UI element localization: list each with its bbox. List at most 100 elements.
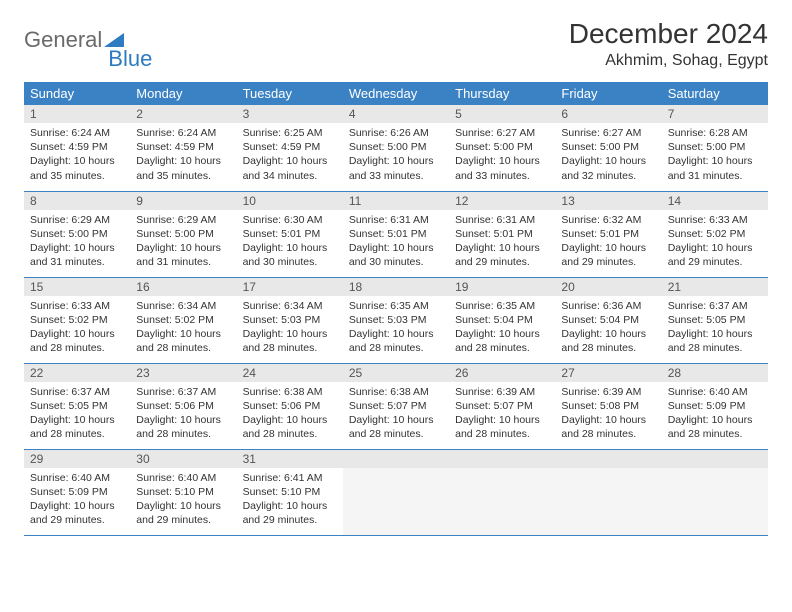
day-details: Sunrise: 6:31 AMSunset: 5:01 PMDaylight:…: [449, 210, 555, 274]
weekday-header: Saturday: [662, 82, 768, 105]
sunset-text: Sunset: 5:04 PM: [561, 313, 655, 327]
title-block: December 2024 Akhmim, Sohag, Egypt: [569, 18, 768, 70]
day-details: Sunrise: 6:27 AMSunset: 5:00 PMDaylight:…: [555, 123, 661, 187]
day-number: 17: [237, 278, 343, 296]
weekday-row: Sunday Monday Tuesday Wednesday Thursday…: [24, 82, 768, 105]
sunset-text: Sunset: 5:00 PM: [668, 140, 762, 154]
calendar-week-row: 29Sunrise: 6:40 AMSunset: 5:09 PMDayligh…: [24, 449, 768, 535]
day-number: 26: [449, 364, 555, 382]
sunset-text: Sunset: 5:00 PM: [349, 140, 443, 154]
calendar-day-cell: 17 Sunrise: 6:34 AMSunset: 5:03 PMDayligh…: [237, 277, 343, 363]
sunset-text: Sunset: 5:01 PM: [455, 227, 549, 241]
day-details: Sunrise: 6:30 AMSunset: 5:01 PMDaylight:…: [237, 210, 343, 274]
day-details: Sunrise: 6:33 AMSunset: 5:02 PMDaylight:…: [24, 296, 130, 360]
day-details: Sunrise: 6:27 AMSunset: 5:00 PMDaylight:…: [449, 123, 555, 187]
calendar-table: Sunday Monday Tuesday Wednesday Thursday…: [24, 82, 768, 536]
sunset-text: Sunset: 5:01 PM: [349, 227, 443, 241]
day-number: 31: [237, 450, 343, 468]
day-details: Sunrise: 6:38 AMSunset: 5:07 PMDaylight:…: [343, 382, 449, 446]
day-number: 27: [555, 364, 661, 382]
daylight-text: Daylight: 10 hours and 29 minutes.: [243, 499, 337, 527]
calendar-day-cell: 8Sunrise: 6:29 AMSunset: 5:00 PMDaylight…: [24, 191, 130, 277]
header: General Blue December 2024 Akhmim, Sohag…: [24, 18, 768, 70]
sunrise-text: Sunrise: 6:26 AM: [349, 126, 443, 140]
sunrise-text: Sunrise: 6:34 AM: [243, 299, 337, 313]
day-details: Sunrise: 6:29 AMSunset: 5:00 PMDaylight:…: [24, 210, 130, 274]
sunset-text: Sunset: 4:59 PM: [136, 140, 230, 154]
sunset-text: Sunset: 4:59 PM: [30, 140, 124, 154]
day-details: Sunrise: 6:38 AMSunset: 5:06 PMDaylight:…: [237, 382, 343, 446]
day-details: Sunrise: 6:24 AMSunset: 4:59 PMDaylight:…: [24, 123, 130, 187]
day-number: 14: [662, 192, 768, 210]
sunrise-text: Sunrise: 6:30 AM: [243, 213, 337, 227]
calendar-day-cell: 14Sunrise: 6:33 AMSunset: 5:02 PMDayligh…: [662, 191, 768, 277]
sunset-text: Sunset: 5:02 PM: [136, 313, 230, 327]
day-number: 9: [130, 192, 236, 210]
sunrise-text: Sunrise: 6:35 AM: [349, 299, 443, 313]
day-details: Sunrise: 6:40 AMSunset: 5:09 PMDaylight:…: [662, 382, 768, 446]
daylight-text: Daylight: 10 hours and 29 minutes.: [136, 499, 230, 527]
sunrise-text: Sunrise: 6:33 AM: [668, 213, 762, 227]
calendar-day-cell: 11Sunrise: 6:31 AMSunset: 5:01 PMDayligh…: [343, 191, 449, 277]
calendar-day-cell: 1Sunrise: 6:24 AMSunset: 4:59 PMDaylight…: [24, 105, 130, 191]
calendar-day-cell: 26Sunrise: 6:39 AMSunset: 5:07 PMDayligh…: [449, 363, 555, 449]
sunrise-text: Sunrise: 6:40 AM: [30, 471, 124, 485]
calendar-day-cell: 16Sunrise: 6:34 AMSunset: 5:02 PMDayligh…: [130, 277, 236, 363]
calendar-day-cell: 13Sunrise: 6:32 AMSunset: 5:01 PMDayligh…: [555, 191, 661, 277]
day-number: 5: [449, 105, 555, 123]
day-number: 20: [555, 278, 661, 296]
calendar-week-row: 8Sunrise: 6:29 AMSunset: 5:00 PMDaylight…: [24, 191, 768, 277]
daylight-text: Daylight: 10 hours and 28 minutes.: [561, 327, 655, 355]
day-details: Sunrise: 6:29 AMSunset: 5:00 PMDaylight:…: [130, 210, 236, 274]
logo: General Blue: [24, 18, 152, 62]
sunset-text: Sunset: 4:59 PM: [243, 140, 337, 154]
day-details: Sunrise: 6:33 AMSunset: 5:02 PMDaylight:…: [662, 210, 768, 274]
sunset-text: Sunset: 5:08 PM: [561, 399, 655, 413]
day-details: Sunrise: 6:35 AMSunset: 5:03 PMDaylight:…: [343, 296, 449, 360]
sunrise-text: Sunrise: 6:31 AM: [455, 213, 549, 227]
calendar-day-cell: 9Sunrise: 6:29 AMSunset: 5:00 PMDaylight…: [130, 191, 236, 277]
daylight-text: Daylight: 10 hours and 28 minutes.: [561, 413, 655, 441]
sunset-text: Sunset: 5:10 PM: [136, 485, 230, 499]
logo-text-1: General: [24, 27, 102, 53]
day-number: 22: [24, 364, 130, 382]
day-details: Sunrise: 6:40 AMSunset: 5:10 PMDaylight:…: [130, 468, 236, 532]
sunrise-text: Sunrise: 6:34 AM: [136, 299, 230, 313]
sunrise-text: Sunrise: 6:41 AM: [243, 471, 337, 485]
day-details: Sunrise: 6:39 AMSunset: 5:07 PMDaylight:…: [449, 382, 555, 446]
daylight-text: Daylight: 10 hours and 31 minutes.: [136, 241, 230, 269]
calendar-day-cell: 19Sunrise: 6:35 AMSunset: 5:04 PMDayligh…: [449, 277, 555, 363]
weekday-header: Tuesday: [237, 82, 343, 105]
calendar-day-cell: 25Sunrise: 6:38 AMSunset: 5:07 PMDayligh…: [343, 363, 449, 449]
day-number: 29: [24, 450, 130, 468]
month-title: December 2024: [569, 18, 768, 50]
daylight-text: Daylight: 10 hours and 31 minutes.: [668, 154, 762, 182]
day-details: Sunrise: 6:26 AMSunset: 5:00 PMDaylight:…: [343, 123, 449, 187]
daylight-text: Daylight: 10 hours and 33 minutes.: [349, 154, 443, 182]
sunset-text: Sunset: 5:09 PM: [30, 485, 124, 499]
calendar-week-row: 22Sunrise: 6:37 AMSunset: 5:05 PMDayligh…: [24, 363, 768, 449]
calendar-day-cell: 7Sunrise: 6:28 AMSunset: 5:00 PMDaylight…: [662, 105, 768, 191]
day-details: Sunrise: 6:31 AMSunset: 5:01 PMDaylight:…: [343, 210, 449, 274]
calendar-day-cell: 4Sunrise: 6:26 AMSunset: 5:00 PMDaylight…: [343, 105, 449, 191]
day-details: Sunrise: 6:32 AMSunset: 5:01 PMDaylight:…: [555, 210, 661, 274]
sunset-text: Sunset: 5:00 PM: [455, 140, 549, 154]
daylight-text: Daylight: 10 hours and 28 minutes.: [455, 413, 549, 441]
day-details: Sunrise: 6:35 AMSunset: 5:04 PMDaylight:…: [449, 296, 555, 360]
calendar-day-cell: 18Sunrise: 6:35 AMSunset: 5:03 PMDayligh…: [343, 277, 449, 363]
calendar-day-cell: 30Sunrise: 6:40 AMSunset: 5:10 PMDayligh…: [130, 449, 236, 535]
location: Akhmim, Sohag, Egypt: [569, 52, 768, 70]
sunrise-text: Sunrise: 6:40 AM: [136, 471, 230, 485]
sunrise-text: Sunrise: 6:24 AM: [30, 126, 124, 140]
sunset-text: Sunset: 5:01 PM: [243, 227, 337, 241]
daylight-text: Daylight: 10 hours and 28 minutes.: [243, 327, 337, 355]
sunrise-text: Sunrise: 6:31 AM: [349, 213, 443, 227]
sunset-text: Sunset: 5:03 PM: [349, 313, 443, 327]
daylight-text: Daylight: 10 hours and 28 minutes.: [136, 327, 230, 355]
sunrise-text: Sunrise: 6:29 AM: [30, 213, 124, 227]
daylight-text: Daylight: 10 hours and 28 minutes.: [349, 413, 443, 441]
daylight-text: Daylight: 10 hours and 29 minutes.: [561, 241, 655, 269]
sunset-text: Sunset: 5:03 PM: [243, 313, 337, 327]
daylight-text: Daylight: 10 hours and 28 minutes.: [136, 413, 230, 441]
sunrise-text: Sunrise: 6:38 AM: [349, 385, 443, 399]
